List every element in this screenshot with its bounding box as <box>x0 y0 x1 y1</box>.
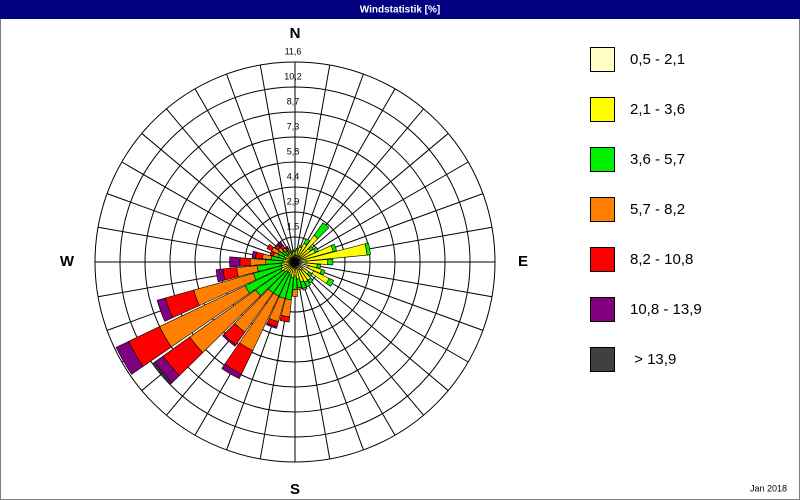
wind-segment <box>307 277 314 284</box>
wind-segment <box>279 315 291 323</box>
wind-segment <box>249 258 267 266</box>
wind-segment <box>266 244 275 252</box>
legend-label: 5,7 - 8,2 <box>630 201 685 218</box>
ring-label: 1,5 <box>287 221 300 231</box>
wind-segment <box>291 249 295 253</box>
wind-segment <box>152 361 173 385</box>
wind-segment <box>222 334 237 347</box>
wind-segment <box>269 250 276 257</box>
footnote: Jan 2018 <box>750 483 787 493</box>
wind-segment <box>291 289 299 297</box>
compass-label: W <box>60 253 75 270</box>
grid-ring <box>219 186 371 338</box>
ring-label: 10,2 <box>284 71 302 81</box>
ring-label: 8,7 <box>287 96 300 106</box>
ring-label: 2,9 <box>287 196 300 206</box>
wind-segment <box>298 245 303 249</box>
wind-segment <box>239 257 251 267</box>
ring-label: 7,3 <box>287 121 300 131</box>
wind-segment <box>302 286 308 291</box>
legend-label: 10,8 - 13,9 <box>630 301 702 318</box>
wind-segment <box>229 256 241 268</box>
title-bar <box>0 0 800 19</box>
wind-segment <box>316 263 322 269</box>
wind-segment <box>325 277 335 287</box>
ring-label: 11,6 <box>285 46 302 56</box>
legend-label: 2,1 - 3,6 <box>630 101 685 118</box>
wind-segment <box>297 286 303 290</box>
legend-label: > 13,9 <box>630 351 676 368</box>
grid-ring <box>94 61 496 463</box>
wind-segment <box>115 341 144 375</box>
legend-label: 0,5 - 2,1 <box>630 51 685 68</box>
ring-label: 4,4 <box>287 171 300 181</box>
wind-segment <box>313 222 330 240</box>
wind-segment <box>319 269 326 276</box>
wind-segment <box>221 363 242 380</box>
ring-label: 5,8 <box>287 146 300 156</box>
wind-segment <box>327 258 334 266</box>
compass-label: S <box>290 481 300 498</box>
legend-label: 8,2 - 10,8 <box>630 251 693 268</box>
wind-segment <box>313 246 319 253</box>
legend-swatch <box>590 197 615 222</box>
legend-swatch <box>590 247 615 272</box>
chart-title: Windstatistik [%] <box>360 5 440 16</box>
wind-segment <box>156 297 174 322</box>
wind-segment <box>284 246 289 250</box>
grid-ring <box>194 161 396 363</box>
wind-segment <box>303 238 311 246</box>
wind-segment <box>251 250 257 259</box>
wind-segment <box>306 271 313 277</box>
legend-swatch <box>590 47 615 72</box>
wind-segment <box>266 322 278 329</box>
legend-swatch <box>590 297 615 322</box>
compass-label: N <box>290 25 301 42</box>
wind-segment <box>330 243 337 252</box>
legend-swatch <box>590 347 615 372</box>
wind-segment <box>308 245 314 252</box>
wind-segment <box>215 268 226 283</box>
wind-segment <box>277 241 284 248</box>
grid-ring <box>119 86 471 438</box>
legend-swatch <box>590 147 615 172</box>
wind-segment <box>274 244 281 251</box>
wind-segment <box>304 280 312 288</box>
legend-swatch <box>590 97 615 122</box>
wind-segment <box>364 242 371 256</box>
legend-label: 3,6 - 5,7 <box>630 151 685 168</box>
compass-label: E <box>518 253 528 270</box>
grid-ring <box>169 136 421 388</box>
grid-ring <box>144 111 446 413</box>
wind-segment <box>293 249 297 253</box>
